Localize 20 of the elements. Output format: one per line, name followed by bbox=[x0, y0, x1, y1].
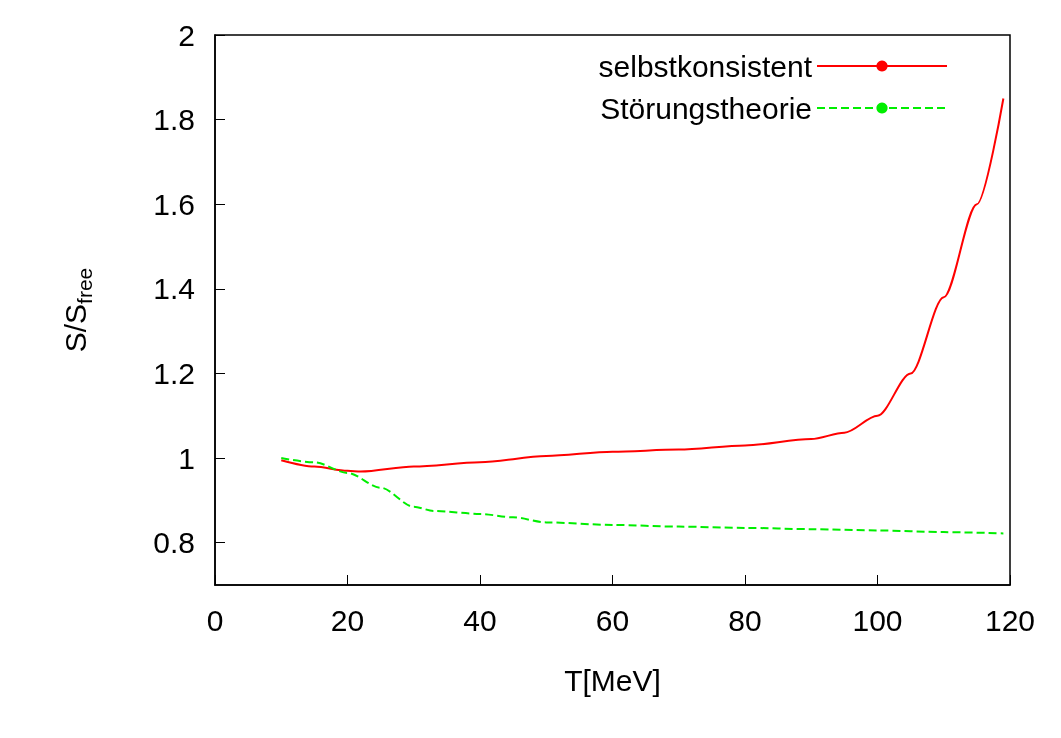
x-tick-label: 80 bbox=[728, 603, 762, 637]
y-tick-label: 1.4 bbox=[153, 272, 195, 306]
line-series bbox=[280, 457, 1005, 535]
line-series bbox=[280, 97, 1005, 473]
legend-label: Störungstheorie bbox=[600, 91, 812, 125]
x-axis-title: T[MeV] bbox=[564, 663, 661, 697]
y-tick-label: 1.2 bbox=[153, 356, 195, 390]
y-tick-label: 2 bbox=[178, 18, 195, 52]
x-tick-label: 120 bbox=[984, 603, 1036, 637]
x-tick-label: 0 bbox=[206, 603, 224, 637]
y-tick-label: 1 bbox=[178, 441, 195, 475]
y-axis-title: S/Sfree bbox=[59, 267, 96, 353]
y-tick-label: 1.8 bbox=[153, 103, 195, 137]
x-tick-label: 100 bbox=[852, 603, 903, 637]
legend-label: selbstkonsistent bbox=[598, 49, 813, 83]
x-tick-label: 20 bbox=[330, 603, 365, 637]
x-tick-label: 40 bbox=[463, 603, 497, 637]
y-tick-label: 1.6 bbox=[153, 187, 195, 221]
x-tick-label: 60 bbox=[595, 603, 630, 637]
y-tick-label: 0.8 bbox=[153, 526, 195, 560]
